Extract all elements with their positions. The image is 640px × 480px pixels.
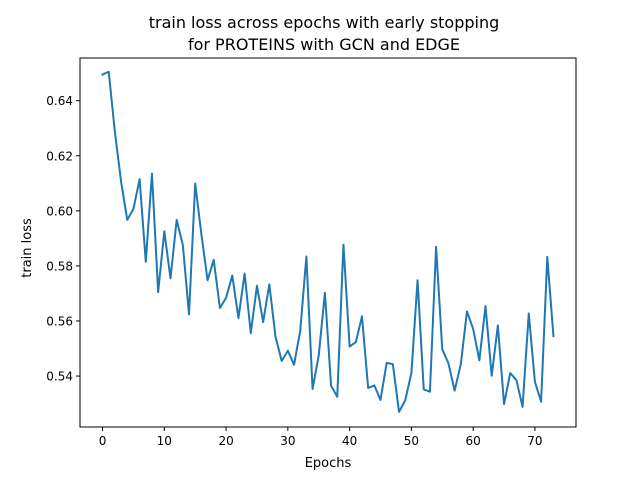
x-tick-label: 0: [99, 434, 107, 448]
train-loss-line: [101, 70, 555, 413]
x-tick-label: 40: [342, 434, 357, 448]
chart-title-line1: train loss across epochs with early stop…: [149, 13, 500, 32]
y-tick-label: 0.54: [46, 370, 73, 384]
x-tick-label: 60: [466, 434, 481, 448]
x-tick-label: 50: [404, 434, 419, 448]
y-tick-label: 0.58: [46, 259, 73, 273]
y-tick-label: 0.64: [46, 94, 73, 108]
x-tick-label: 70: [527, 434, 542, 448]
y-tick-label: 0.60: [46, 204, 73, 218]
y-tick-label: 0.56: [46, 314, 73, 328]
y-axis-label: train loss: [20, 218, 35, 278]
y-tick-label: 0.62: [46, 149, 73, 163]
plot-area: 0 10 20 30 40 50 60 70 0.54 0.56 0.58 0.60 0.62 0.64: [46, 57, 577, 448]
x-tick-label: 20: [218, 434, 233, 448]
axes-frame: [79, 57, 577, 428]
chart-title-line2: for PROTEINS with GCN and EDGE: [188, 35, 460, 54]
x-axis-label: Epochs: [305, 456, 352, 471]
x-tick-label: 30: [280, 434, 295, 448]
x-tick-label: 10: [157, 434, 172, 448]
